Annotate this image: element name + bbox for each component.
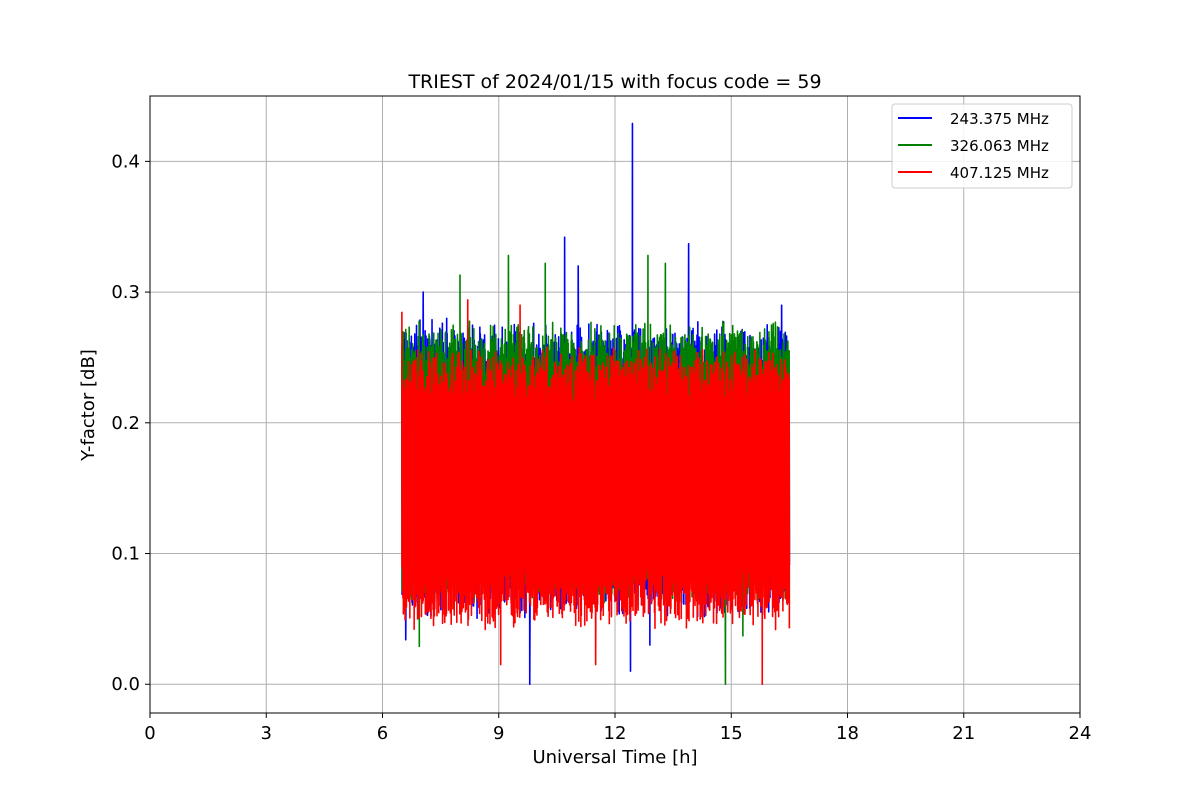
x-tick-label: 12 [604, 723, 627, 744]
series-line-3 [401, 299, 791, 686]
y-tick-label: 0.2 [111, 413, 140, 434]
y-tick-label: 0.3 [111, 282, 140, 303]
x-tick-label: 6 [377, 723, 388, 744]
ticks-layer: 0 3 6 9 12 15 18 21 24 0.0 0.1 0.2 0.3 0.4 [111, 151, 1091, 744]
y-tick-label: 0.0 [111, 674, 140, 695]
legend-label-3: 407.125 MHz [950, 164, 1049, 182]
x-axis-label: Universal Time [h] [532, 747, 697, 768]
legend-label-2: 326.063 MHz [950, 137, 1049, 155]
x-tick-label: 24 [1069, 723, 1092, 744]
x-tick-label: 0 [144, 723, 155, 744]
legend-box [891, 103, 1073, 189]
x-tick-label: 18 [836, 723, 859, 744]
legend: 243.375 MHz 326.063 MHz 407.125 MHz [891, 103, 1073, 189]
x-tick-label: 21 [952, 723, 975, 744]
y-axis-label: Y-factor [dB] [78, 349, 99, 462]
y-tick-label: 0.4 [111, 151, 140, 172]
x-tick-label: 9 [493, 723, 504, 744]
y-tick-label: 0.1 [111, 544, 140, 565]
x-tick-label: 15 [720, 723, 743, 744]
chart-title: TRIEST of 2024/01/15 with focus code = 5… [407, 71, 821, 93]
x-tick-label: 3 [261, 723, 272, 744]
series-layer [401, 122, 791, 686]
legend-label-1: 243.375 MHz [950, 110, 1049, 128]
plot-area [401, 122, 791, 686]
